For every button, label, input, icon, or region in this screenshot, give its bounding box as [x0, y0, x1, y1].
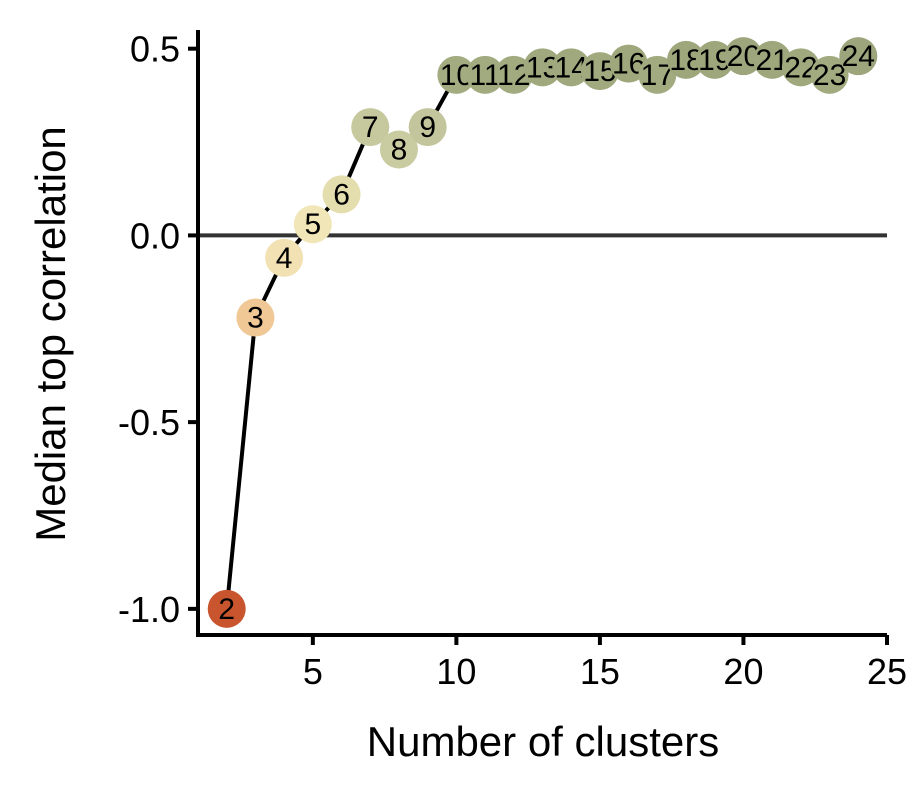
point-marker [494, 55, 533, 94]
data-point: 23 [810, 55, 849, 94]
point-label: 3 [247, 302, 264, 335]
x-tick-label: 15 [580, 651, 620, 692]
data-point: 2 [207, 589, 246, 628]
point-marker [322, 175, 361, 214]
point-marker [753, 40, 792, 79]
data-point: 8 [379, 130, 418, 169]
point-marker [667, 40, 706, 79]
point-marker [207, 589, 246, 628]
y-tick-label: 0.5 [130, 29, 180, 70]
point-marker [437, 55, 476, 94]
point-label: 4 [276, 242, 293, 275]
point-label: 8 [391, 134, 408, 167]
point-marker [351, 108, 390, 147]
point-label: 6 [333, 178, 350, 211]
data-point: 24 [839, 37, 878, 76]
data-point: 6 [322, 175, 361, 214]
x-tick-label: 10 [436, 651, 476, 692]
x-tick-label: 25 [867, 651, 907, 692]
x-tick-label: 5 [303, 651, 323, 692]
point-marker [810, 55, 849, 94]
data-point: 14 [552, 48, 591, 87]
x-axis-title: Number of clusters [367, 718, 719, 765]
data-point: 13 [523, 48, 562, 87]
data-point: 3 [236, 298, 275, 337]
point-marker [293, 205, 332, 244]
point-marker [580, 52, 619, 91]
point-marker [379, 130, 418, 169]
series-line [224, 54, 860, 610]
point-label: 9 [419, 111, 436, 144]
data-point: 4 [265, 238, 304, 277]
point-marker [781, 48, 820, 87]
data-point: 16 [609, 44, 648, 83]
point-label: 7 [362, 111, 379, 144]
point-marker [408, 108, 447, 147]
point-marker [265, 238, 304, 277]
x-tick-label: 20 [723, 651, 763, 692]
point-marker [552, 48, 591, 87]
point-marker [724, 37, 763, 76]
point-marker [466, 55, 505, 94]
point-marker [839, 37, 878, 76]
point-marker [236, 298, 275, 337]
y-tick-label: 0.0 [130, 215, 180, 256]
point-marker [609, 44, 648, 83]
y-tick-label: -0.5 [118, 402, 180, 443]
point-label: 23 [813, 59, 846, 92]
point-label: 2 [218, 593, 235, 626]
point-label: 24 [842, 40, 875, 73]
point-marker [523, 48, 562, 87]
point-label: 5 [304, 208, 321, 241]
y-tick-label: -1.0 [118, 589, 180, 630]
point-marker [638, 55, 677, 94]
data-point: 9 [408, 108, 447, 147]
y-axis-title: Median top correlation [27, 126, 74, 542]
data-point: 7 [351, 108, 390, 147]
point-marker [695, 40, 734, 79]
data-point: 5 [293, 205, 332, 244]
